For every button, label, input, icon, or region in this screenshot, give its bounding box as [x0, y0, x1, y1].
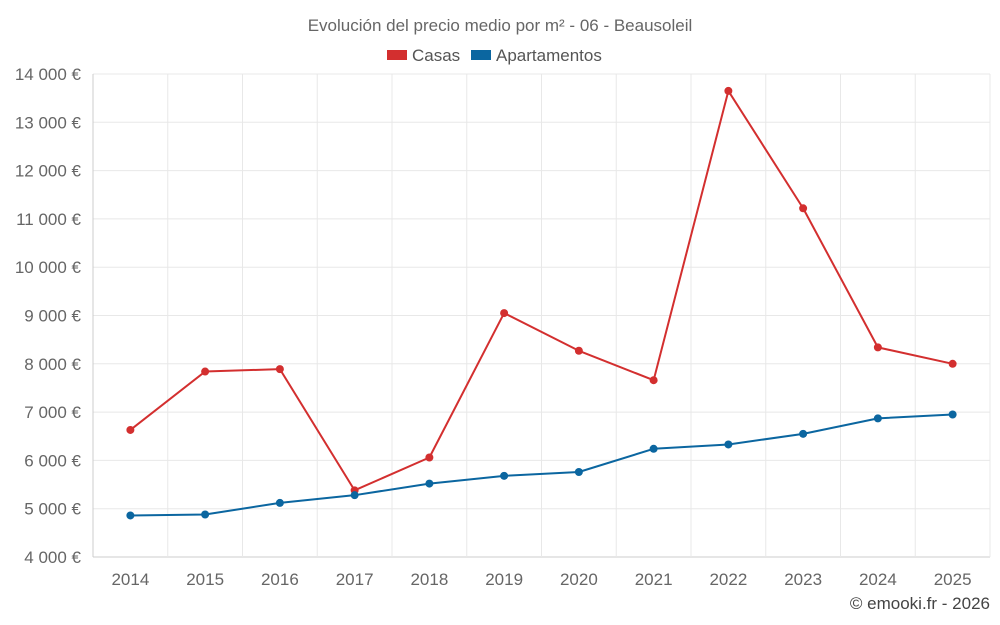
- legend-swatch-casas[interactable]: [387, 50, 407, 60]
- chart-title: Evolución del precio medio por m² - 06 -…: [308, 16, 693, 35]
- data-point-casas[interactable]: [649, 376, 658, 385]
- x-tick-label: 2025: [934, 570, 972, 589]
- legend-swatch-apartamentos[interactable]: [471, 50, 491, 60]
- x-tick-label: 2018: [410, 570, 448, 589]
- legend-label-casas[interactable]: Casas: [412, 46, 460, 65]
- data-point-apartamentos[interactable]: [275, 498, 284, 507]
- x-tick-label: 2023: [784, 570, 822, 589]
- x-tick-label: 2021: [635, 570, 673, 589]
- data-point-apartamentos[interactable]: [649, 444, 658, 453]
- data-point-casas[interactable]: [275, 365, 284, 374]
- data-point-casas[interactable]: [724, 86, 733, 95]
- data-point-apartamentos[interactable]: [201, 510, 210, 519]
- x-tick-label: 2016: [261, 570, 299, 589]
- y-tick-label: 7 000 €: [24, 403, 81, 422]
- x-tick-label: 2014: [111, 570, 149, 589]
- data-point-apartamentos[interactable]: [425, 479, 434, 488]
- credit-text: © emooki.fr - 2026: [850, 594, 990, 613]
- series-line-apartamentos: [130, 413, 953, 517]
- data-point-casas[interactable]: [948, 359, 957, 368]
- y-tick-label: 5 000 €: [24, 500, 81, 519]
- data-point-apartamentos[interactable]: [948, 410, 957, 419]
- data-point-apartamentos[interactable]: [350, 491, 359, 500]
- y-tick-label: 10 000 €: [15, 258, 82, 277]
- data-point-apartamentos[interactable]: [873, 414, 882, 423]
- data-point-casas[interactable]: [500, 309, 509, 318]
- data-point-casas[interactable]: [574, 346, 583, 355]
- x-tick-label: 2024: [859, 570, 897, 589]
- data-point-casas[interactable]: [425, 453, 434, 462]
- gridlines: [92, 73, 991, 558]
- x-axis: 2014 2015 2016 2017 2018 2019 2020 2021 2022 2023…: [111, 570, 971, 589]
- x-tick-label: 2020: [560, 570, 598, 589]
- x-tick-label: 2019: [485, 570, 523, 589]
- data-point-apartamentos[interactable]: [724, 440, 733, 449]
- y-tick-label: 11 000 €: [16, 210, 81, 229]
- y-tick-label: 6 000 €: [24, 451, 81, 470]
- x-tick-label: 2022: [709, 570, 747, 589]
- x-tick-label: 2015: [186, 570, 224, 589]
- legend-label-apartamentos[interactable]: Apartamentos: [496, 46, 602, 65]
- y-tick-label: 9 000 €: [24, 307, 81, 326]
- y-tick-label: 13 000 €: [15, 113, 82, 132]
- legend: Casas Apartamentos: [387, 46, 602, 65]
- series-group: [126, 86, 957, 520]
- y-tick-label: 12 000 €: [15, 162, 82, 181]
- data-point-apartamentos[interactable]: [799, 429, 808, 438]
- data-point-apartamentos[interactable]: [126, 511, 135, 520]
- y-tick-label: 4 000 €: [24, 548, 81, 567]
- data-point-casas[interactable]: [201, 367, 210, 376]
- y-tick-label: 8 000 €: [24, 355, 81, 374]
- data-point-apartamentos[interactable]: [574, 467, 583, 476]
- data-point-casas[interactable]: [126, 425, 135, 434]
- data-point-apartamentos[interactable]: [500, 471, 509, 480]
- y-axis: 4 000 € 5 000 € 6 000 € 7 000 € 8 000 € 9 000…: [15, 65, 82, 567]
- data-point-casas[interactable]: [799, 204, 808, 213]
- series-line-casas: [129, 89, 953, 492]
- x-tick-label: 2017: [336, 570, 374, 589]
- data-point-casas[interactable]: [873, 343, 882, 352]
- y-tick-label: 14 000 €: [15, 65, 82, 84]
